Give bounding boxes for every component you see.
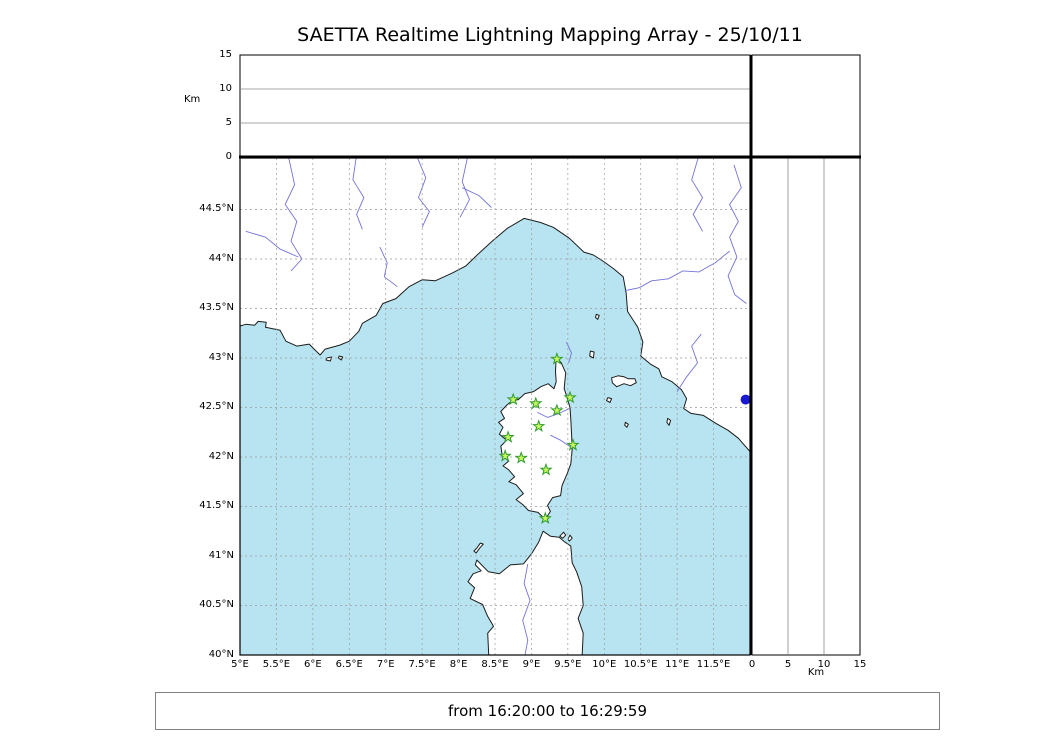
altitude-tick-label: 10 (817, 659, 831, 670)
river (624, 250, 730, 292)
top-panel-km-axis-label: Km (184, 94, 201, 105)
map-panel (240, 158, 750, 655)
altitude-tick-label: 0 (748, 659, 756, 670)
river (522, 563, 531, 655)
altitude-tick-label: 5 (225, 117, 232, 128)
lon-tick-label: 10.5°E (623, 659, 658, 670)
lon-tick-label: 11°E (665, 659, 690, 670)
altitude-tick-label: 5 (784, 659, 792, 670)
lon-tick-label: 11.5°E (696, 659, 731, 670)
lon-tick-label: 7°E (376, 659, 395, 670)
lon-tick-label: 5°E (231, 659, 249, 670)
lon-tick-label: 6.5°E (335, 659, 363, 670)
lon-tick-label: 8.5°E (481, 659, 509, 670)
river (550, 434, 572, 448)
river (565, 341, 572, 364)
altitude-tick-label: 10 (219, 83, 232, 94)
time-range-text: from 16:20:00 to 16:29:59 (447, 702, 647, 720)
coastline-land (666, 417, 672, 426)
station-marker (501, 430, 515, 443)
altitude-longitude-panel (239, 54, 751, 158)
coastline-land (611, 375, 637, 388)
lat-tick-label: 43.5°N (199, 302, 234, 314)
lon-tick-label: 6°E (304, 659, 322, 670)
river (245, 230, 299, 258)
river (462, 187, 492, 208)
station-marker (514, 450, 528, 464)
lat-tick-label: 42°N (208, 450, 234, 462)
coastline-land (559, 531, 567, 539)
station-marker (498, 448, 512, 462)
right-panel-km-axis-label: Km (807, 667, 825, 678)
lon-tick-label: 8°E (449, 659, 468, 670)
river (459, 158, 470, 218)
station-marker (532, 419, 546, 433)
station-marker (538, 511, 552, 525)
lake (740, 394, 750, 405)
coastline-land (467, 530, 584, 655)
coastline-land (567, 534, 573, 542)
lat-tick-label: 41°N (208, 549, 234, 561)
time-range-box: from 16:20:00 to 16:29:59 (155, 692, 940, 730)
station-marker (563, 390, 577, 404)
station-marker (566, 438, 580, 451)
river (676, 333, 702, 392)
chart-title: SAETTA Realtime Lightning Mapping Array … (297, 24, 803, 46)
coastline-land (498, 356, 573, 520)
lon-tick-label: 5.5°E (262, 659, 291, 670)
lat-tick-label: 44.5°N (199, 203, 234, 215)
altitude-tick-label: 0 (225, 151, 232, 162)
corner-panel (751, 54, 861, 158)
coastline-land (595, 313, 600, 320)
station-marker (539, 462, 553, 476)
coastline-land (624, 421, 629, 428)
station-marker (550, 351, 564, 365)
coastline-land (325, 356, 333, 362)
coastline-land (473, 542, 484, 554)
coastline-land (240, 158, 750, 453)
river (727, 164, 747, 304)
lon-tick-label: 9.5°E (554, 659, 582, 670)
lat-tick-label: 41.5°N (199, 500, 234, 512)
station-marker (550, 403, 564, 417)
altitude-tick-label: 15 (219, 49, 232, 60)
river (417, 158, 430, 228)
lat-tick-label: 44°N (208, 252, 234, 264)
station-marker (506, 392, 520, 406)
lat-tick-label: 40°N (208, 649, 234, 660)
lat-tick-label: 43°N (208, 351, 234, 363)
altitude-latitude-panel (751, 157, 861, 656)
coastline-land (606, 397, 613, 403)
river (352, 158, 365, 230)
station-marker (529, 396, 543, 410)
lat-tick-label: 40.5°N (199, 599, 234, 611)
coastline-land (589, 350, 595, 359)
lat-tick-label: 42.5°N (199, 401, 234, 413)
river (691, 158, 704, 232)
lon-tick-label: 9°E (522, 659, 541, 670)
lon-tick-label: 10°E (592, 659, 617, 670)
lon-tick-label: 7.5°E (408, 659, 436, 670)
altitude-tick-label: 15 (853, 659, 867, 670)
